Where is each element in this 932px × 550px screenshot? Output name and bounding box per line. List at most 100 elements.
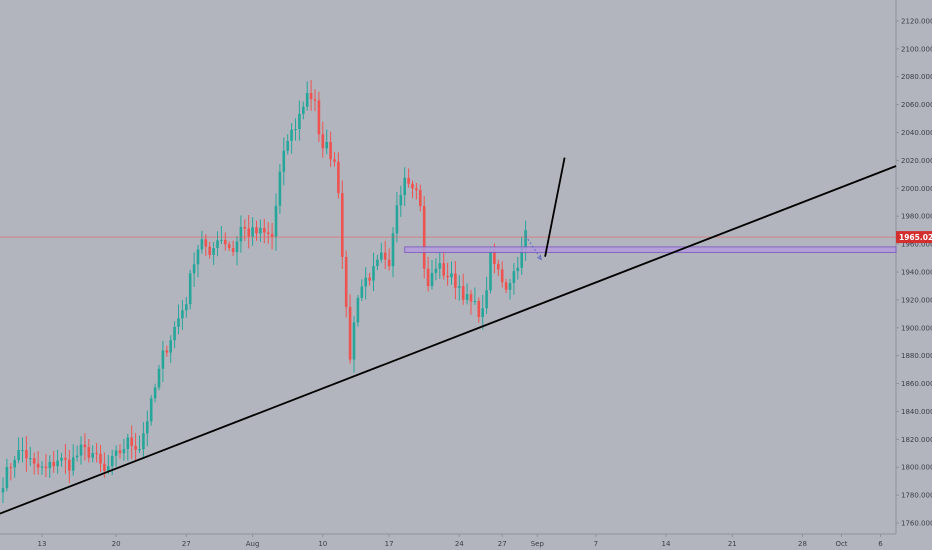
candle-body[interactable] bbox=[68, 459, 71, 471]
candle-body[interactable] bbox=[181, 310, 184, 319]
candle-body[interactable] bbox=[364, 277, 367, 287]
support-trendline[interactable] bbox=[0, 165, 897, 515]
candle-body[interactable] bbox=[146, 421, 149, 434]
candle-body[interactable] bbox=[341, 193, 344, 257]
candle-body[interactable] bbox=[411, 183, 414, 189]
candle-body[interactable] bbox=[224, 239, 227, 245]
candle-body[interactable] bbox=[325, 142, 328, 149]
candle-body[interactable] bbox=[274, 205, 278, 237]
candle-body[interactable] bbox=[298, 113, 301, 130]
resistance-zone[interactable] bbox=[404, 246, 897, 253]
candle-body[interactable] bbox=[387, 259, 391, 267]
candle-body[interactable] bbox=[71, 457, 75, 471]
candle-body[interactable] bbox=[344, 256, 348, 307]
candle-body[interactable] bbox=[473, 300, 477, 302]
candle-body[interactable] bbox=[461, 286, 465, 300]
candle-body[interactable] bbox=[235, 241, 239, 253]
candle-body[interactable] bbox=[75, 455, 79, 458]
candle-body[interactable] bbox=[376, 259, 379, 267]
candle-body[interactable] bbox=[450, 273, 453, 278]
candle-body[interactable] bbox=[83, 444, 87, 448]
candle-body[interactable] bbox=[399, 195, 403, 206]
candle-body[interactable] bbox=[504, 282, 508, 290]
candle-body[interactable] bbox=[426, 268, 430, 287]
candle-body[interactable] bbox=[493, 251, 496, 265]
candle-body[interactable] bbox=[321, 134, 325, 149]
candle-body[interactable] bbox=[165, 350, 169, 353]
candle-body[interactable] bbox=[173, 326, 176, 341]
candle-body[interactable] bbox=[239, 226, 243, 242]
candle-body[interactable] bbox=[317, 100, 321, 135]
candle-body[interactable] bbox=[118, 450, 122, 454]
candle-body[interactable] bbox=[204, 239, 208, 247]
candle-body[interactable] bbox=[360, 286, 364, 298]
candle-body[interactable] bbox=[489, 251, 492, 291]
candle-body[interactable] bbox=[500, 269, 504, 283]
candle-body[interactable] bbox=[485, 290, 488, 309]
candle-body[interactable] bbox=[227, 244, 231, 249]
candle-body[interactable] bbox=[122, 449, 126, 454]
candle-body[interactable] bbox=[438, 263, 442, 269]
candle-body[interactable] bbox=[60, 457, 63, 461]
candle-body[interactable] bbox=[220, 239, 223, 241]
candle-body[interactable] bbox=[149, 398, 153, 422]
candle-body[interactable] bbox=[508, 283, 512, 290]
candle-body[interactable] bbox=[208, 246, 211, 255]
candle-body[interactable] bbox=[407, 177, 410, 184]
candle-body[interactable] bbox=[114, 450, 118, 456]
candle-body[interactable] bbox=[263, 227, 266, 233]
candle-body[interactable] bbox=[352, 322, 356, 360]
candle-body[interactable] bbox=[497, 264, 500, 270]
candle-body[interactable] bbox=[142, 433, 145, 450]
candle-body[interactable] bbox=[32, 458, 36, 464]
candle-body[interactable] bbox=[247, 228, 250, 237]
candle-body[interactable] bbox=[481, 308, 484, 318]
candle-body[interactable] bbox=[126, 437, 130, 450]
candle-body[interactable] bbox=[188, 273, 192, 305]
candle-body[interactable] bbox=[383, 252, 387, 260]
candle-body[interactable] bbox=[87, 447, 91, 458]
candle-body[interactable] bbox=[40, 466, 44, 468]
candle-body[interactable] bbox=[415, 188, 418, 191]
candle-body[interactable] bbox=[36, 463, 40, 468]
candle-body[interactable] bbox=[442, 263, 445, 276]
candle-body[interactable] bbox=[157, 368, 161, 388]
candle-body[interactable] bbox=[243, 226, 247, 229]
candle-body[interactable] bbox=[516, 267, 520, 272]
candle-body[interactable] bbox=[403, 177, 406, 196]
candle-body[interactable] bbox=[56, 460, 59, 467]
candle-body[interactable] bbox=[286, 140, 289, 151]
candle-body[interactable] bbox=[48, 461, 52, 469]
candle-body[interactable] bbox=[380, 252, 383, 260]
candle-body[interactable] bbox=[302, 106, 305, 114]
candle-body[interactable] bbox=[278, 171, 282, 206]
candle-body[interactable] bbox=[29, 458, 32, 460]
candle-body[interactable] bbox=[270, 233, 274, 237]
candle-body[interactable] bbox=[103, 463, 106, 471]
candle-body[interactable] bbox=[44, 466, 48, 469]
candle-body[interactable] bbox=[138, 449, 141, 451]
candle-body[interactable] bbox=[266, 232, 270, 234]
candle-body[interactable] bbox=[419, 190, 422, 206]
candle-body[interactable] bbox=[520, 247, 523, 268]
candle-body[interactable] bbox=[161, 350, 165, 369]
candle-body[interactable] bbox=[255, 227, 258, 234]
candle-body[interactable] bbox=[192, 264, 196, 274]
candle-body[interactable] bbox=[305, 93, 309, 107]
candle-body[interactable] bbox=[130, 437, 133, 446]
candle-body[interactable] bbox=[477, 300, 481, 318]
candle-body[interactable] bbox=[282, 150, 286, 172]
candle-body[interactable] bbox=[251, 227, 254, 237]
candle-body[interactable] bbox=[368, 277, 371, 281]
candle-body[interactable] bbox=[95, 453, 98, 455]
candle-body[interactable] bbox=[216, 240, 219, 249]
projection-rally-line[interactable] bbox=[544, 157, 566, 257]
candle-body[interactable] bbox=[512, 271, 516, 284]
candle-body[interactable] bbox=[430, 272, 434, 287]
candle-body[interactable] bbox=[294, 129, 297, 131]
candle-body[interactable] bbox=[185, 304, 188, 311]
candle-body[interactable] bbox=[333, 159, 336, 162]
candle-body[interactable] bbox=[79, 444, 83, 456]
candle-body[interactable] bbox=[372, 266, 375, 281]
candle-body[interactable] bbox=[13, 460, 16, 468]
